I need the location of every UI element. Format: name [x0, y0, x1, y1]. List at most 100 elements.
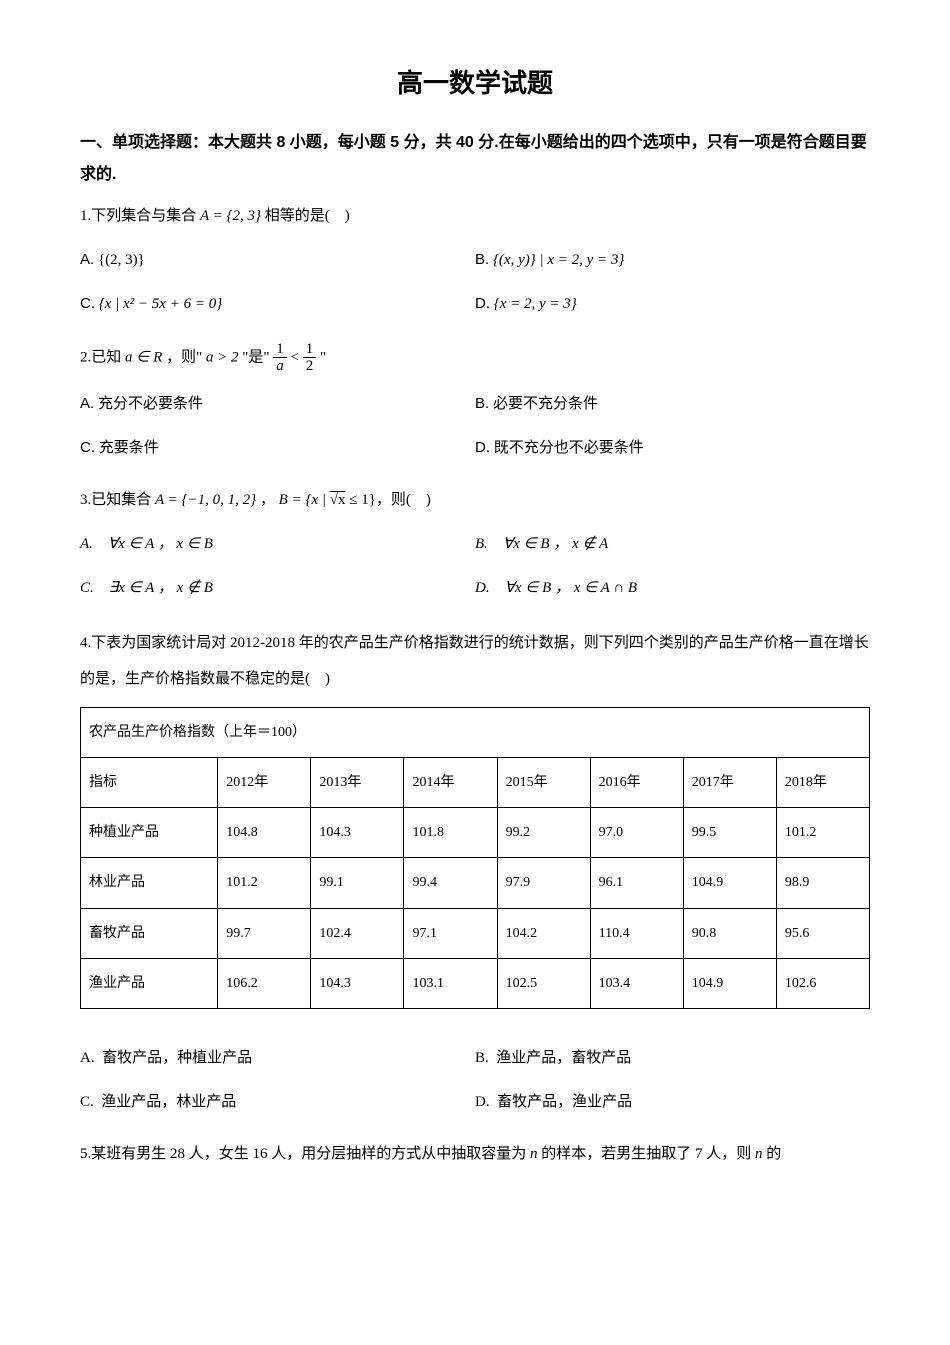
- question-2: 2.已知 a ∈ R ，则" a > 2 "是" 1a < 12 " A. 充分…: [80, 341, 870, 467]
- q3-option-d: D. ∀x ∈ B ， x ∈ A ∩ B: [475, 569, 870, 607]
- th-0: 指标: [81, 757, 218, 807]
- q4-option-d: D. 畜牧产品，渔业产品: [475, 1083, 870, 1121]
- q3-sqrt: √x: [330, 492, 346, 508]
- q3-prefix: 3.已知集合: [80, 492, 155, 508]
- q2-optA-text: 充分不必要条件: [94, 396, 203, 412]
- q2-mid1: ，则": [162, 349, 206, 365]
- q1-optD-text: {x = 2, y = 3}: [490, 296, 577, 312]
- th-7: 2018年: [776, 757, 869, 807]
- q2-option-c: C. 充要条件: [80, 429, 475, 467]
- q2-suffix: ": [316, 349, 326, 365]
- q2-optA-label: A.: [80, 395, 94, 412]
- cell: 104.3: [311, 958, 404, 1008]
- cell: 98.9: [776, 858, 869, 908]
- cell: 99.2: [497, 808, 590, 858]
- q2-mid2: "是": [239, 349, 274, 365]
- section-header: 一、单项选择题：本大题共 8 小题，每小题 5 分，共 40 分.在每小题给出的…: [80, 127, 870, 191]
- q3-sqrt-x: √x: [330, 492, 346, 508]
- q5-n1: n: [530, 1146, 538, 1162]
- q3-option-c: C. ∃x ∈ A ， x ∉ B: [80, 569, 475, 607]
- q2-optD-text: 既不充分也不必要条件: [490, 440, 644, 456]
- cell: 102.5: [497, 958, 590, 1008]
- q5-prefix: 5.某班有男生 28 人，女生 16 人，用分层抽样的方式从中抽取容量为: [80, 1146, 530, 1162]
- q1-option-d: D. {x = 2, y = 3}: [475, 285, 870, 323]
- cell: 101.2: [218, 858, 311, 908]
- q4-option-a: A. 畜牧产品，种植业产品: [80, 1039, 475, 1077]
- q3-setA: A = {−1, 0, 1, 2}: [155, 492, 256, 508]
- q5-text: 5.某班有男生 28 人，女生 16 人，用分层抽样的方式从中抽取容量为 n 的…: [80, 1139, 870, 1169]
- q2-optC-text: 充要条件: [95, 440, 159, 456]
- table-row: 种植业产品 104.8 104.3 101.8 99.2 97.0 99.5 1…: [81, 808, 870, 858]
- question-3: 3.已知集合 A = {−1, 0, 1, 2} ， B = {x | √x ≤…: [80, 485, 870, 607]
- cell: 102.6: [776, 958, 869, 1008]
- cell: 99.5: [683, 808, 776, 858]
- th-4: 2015年: [497, 757, 590, 807]
- q1-text: 1.下列集合与集合 A = {2, 3} 相等的是( ): [80, 201, 870, 231]
- q4-table-caption: 农产品生产价格指数（上年＝100）: [81, 707, 870, 757]
- cell: 110.4: [590, 908, 683, 958]
- q1-suffix: 相等的是( ): [261, 208, 350, 224]
- cell: 104.9: [683, 858, 776, 908]
- q5-suffix: 的: [763, 1146, 782, 1162]
- cell: 102.4: [311, 908, 404, 958]
- q2-optD-label: D.: [475, 439, 490, 456]
- cell: 101.2: [776, 808, 869, 858]
- cell: 种植业产品: [81, 808, 218, 858]
- q2-optB-label: B.: [475, 395, 489, 412]
- cell: 林业产品: [81, 858, 218, 908]
- q1-option-a: A. {(2, 3)}: [80, 241, 475, 279]
- cell: 渔业产品: [81, 958, 218, 1008]
- q2-option-d: D. 既不充分也不必要条件: [475, 429, 870, 467]
- q1-optA-text: {(2, 3)}: [94, 252, 145, 268]
- cell: 95.6: [776, 908, 869, 958]
- q3-suffix: ，则( ): [376, 492, 431, 508]
- q2-prefix: 2.已知: [80, 349, 125, 365]
- q3-option-a: A. ∀x ∈ A ， x ∈ B: [80, 525, 475, 563]
- q2-option-a: A. 充分不必要条件: [80, 385, 475, 423]
- q1-optD-label: D.: [475, 295, 490, 312]
- q2-lt: <: [287, 349, 303, 365]
- cell: 99.4: [404, 858, 497, 908]
- table-row: 林业产品 101.2 99.1 99.4 97.9 96.1 104.9 98.…: [81, 858, 870, 908]
- cell: 106.2: [218, 958, 311, 1008]
- cell: 103.4: [590, 958, 683, 1008]
- q2-frac2-num: 1: [303, 341, 317, 359]
- q2-option-b: B. 必要不充分条件: [475, 385, 870, 423]
- cell: 104.8: [218, 808, 311, 858]
- cell: 104.2: [497, 908, 590, 958]
- q3-text: 3.已知集合 A = {−1, 0, 1, 2} ， B = {x | √x ≤…: [80, 485, 870, 515]
- q1-optB-text: {(x, y)} | x = 2, y = 3}: [489, 252, 624, 268]
- cell: 103.1: [404, 958, 497, 1008]
- cell: 99.1: [311, 858, 404, 908]
- q3-option-b: B. ∀x ∈ B ， x ∉ A: [475, 525, 870, 563]
- question-4: 4.下表为国家统计局对 2012-2018 年的农产品生产价格指数进行的统计数据…: [80, 625, 870, 1121]
- cell: 104.9: [683, 958, 776, 1008]
- q1-prefix: 1.下列集合与集合: [80, 208, 200, 224]
- q2-frac2: 12: [303, 341, 317, 375]
- q1-optC-text: {x | x² − 5x + 6 = 0}: [95, 296, 222, 312]
- cell: 97.1: [404, 908, 497, 958]
- q2-frac1: 1a: [273, 341, 287, 375]
- q2-frac2-den: 2: [303, 358, 317, 375]
- cell: 90.8: [683, 908, 776, 958]
- th-2: 2013年: [311, 757, 404, 807]
- q2-cond1: a ∈ R: [125, 349, 162, 365]
- q1-set: A = {2, 3}: [200, 208, 261, 224]
- th-1: 2012年: [218, 757, 311, 807]
- q5-mid: 的样本，若男生抽取了 7 人，则: [538, 1146, 756, 1162]
- table-header-row: 指标 2012年 2013年 2014年 2015年 2016年 2017年 2…: [81, 757, 870, 807]
- q3-setB-suffix: ≤ 1}: [345, 492, 375, 508]
- question-1: 1.下列集合与集合 A = {2, 3} 相等的是( ) A. {(2, 3)}…: [80, 201, 870, 323]
- q1-optB-label: B.: [475, 251, 489, 268]
- cell: 96.1: [590, 858, 683, 908]
- q4-table: 农产品生产价格指数（上年＝100） 指标 2012年 2013年 2014年 2…: [80, 707, 870, 1009]
- cell: 97.9: [497, 858, 590, 908]
- q2-cond2: a > 2: [206, 349, 239, 365]
- q4-text: 4.下表为国家统计局对 2012-2018 年的农产品生产价格指数进行的统计数据…: [80, 625, 870, 697]
- q2-frac1-num: 1: [273, 341, 287, 359]
- cell: 畜牧产品: [81, 908, 218, 958]
- cell: 99.7: [218, 908, 311, 958]
- th-3: 2014年: [404, 757, 497, 807]
- page-title: 高一数学试题: [80, 60, 870, 107]
- cell: 97.0: [590, 808, 683, 858]
